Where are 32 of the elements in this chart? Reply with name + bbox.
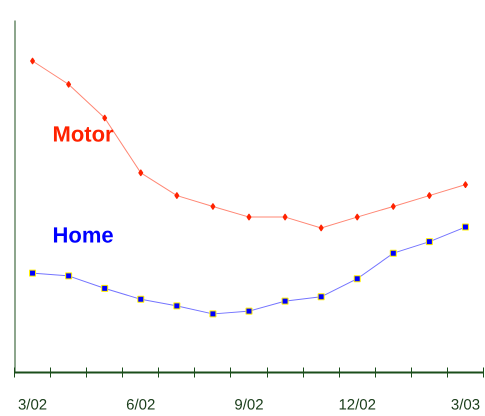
point (462, 224, 469, 231)
series-label: Motor (52, 122, 114, 146)
point (390, 202, 396, 210)
point (101, 284, 108, 292)
x-tick-label: 3/02 (18, 396, 48, 414)
point (354, 275, 361, 282)
point (137, 296, 144, 303)
point (354, 214, 360, 221)
x-tick-label: 9/02 (234, 396, 264, 414)
series-label: Home (52, 222, 114, 248)
point (66, 80, 72, 88)
point (65, 272, 72, 280)
point (174, 192, 180, 200)
point (462, 181, 468, 188)
point (282, 298, 289, 305)
x-tick-label: 3/03 (450, 396, 480, 414)
point (210, 202, 216, 210)
point (282, 214, 288, 221)
point (173, 302, 180, 310)
point (246, 308, 252, 315)
x-tick-label: 12/02 (338, 396, 376, 414)
x-tick-label: 6/02 (126, 396, 156, 414)
point (209, 310, 216, 318)
point (318, 293, 325, 300)
point (390, 250, 397, 257)
point (30, 57, 36, 64)
point (318, 224, 324, 232)
point (29, 270, 36, 277)
point (102, 114, 108, 122)
point (426, 238, 433, 246)
point (426, 192, 432, 200)
point (138, 169, 144, 176)
